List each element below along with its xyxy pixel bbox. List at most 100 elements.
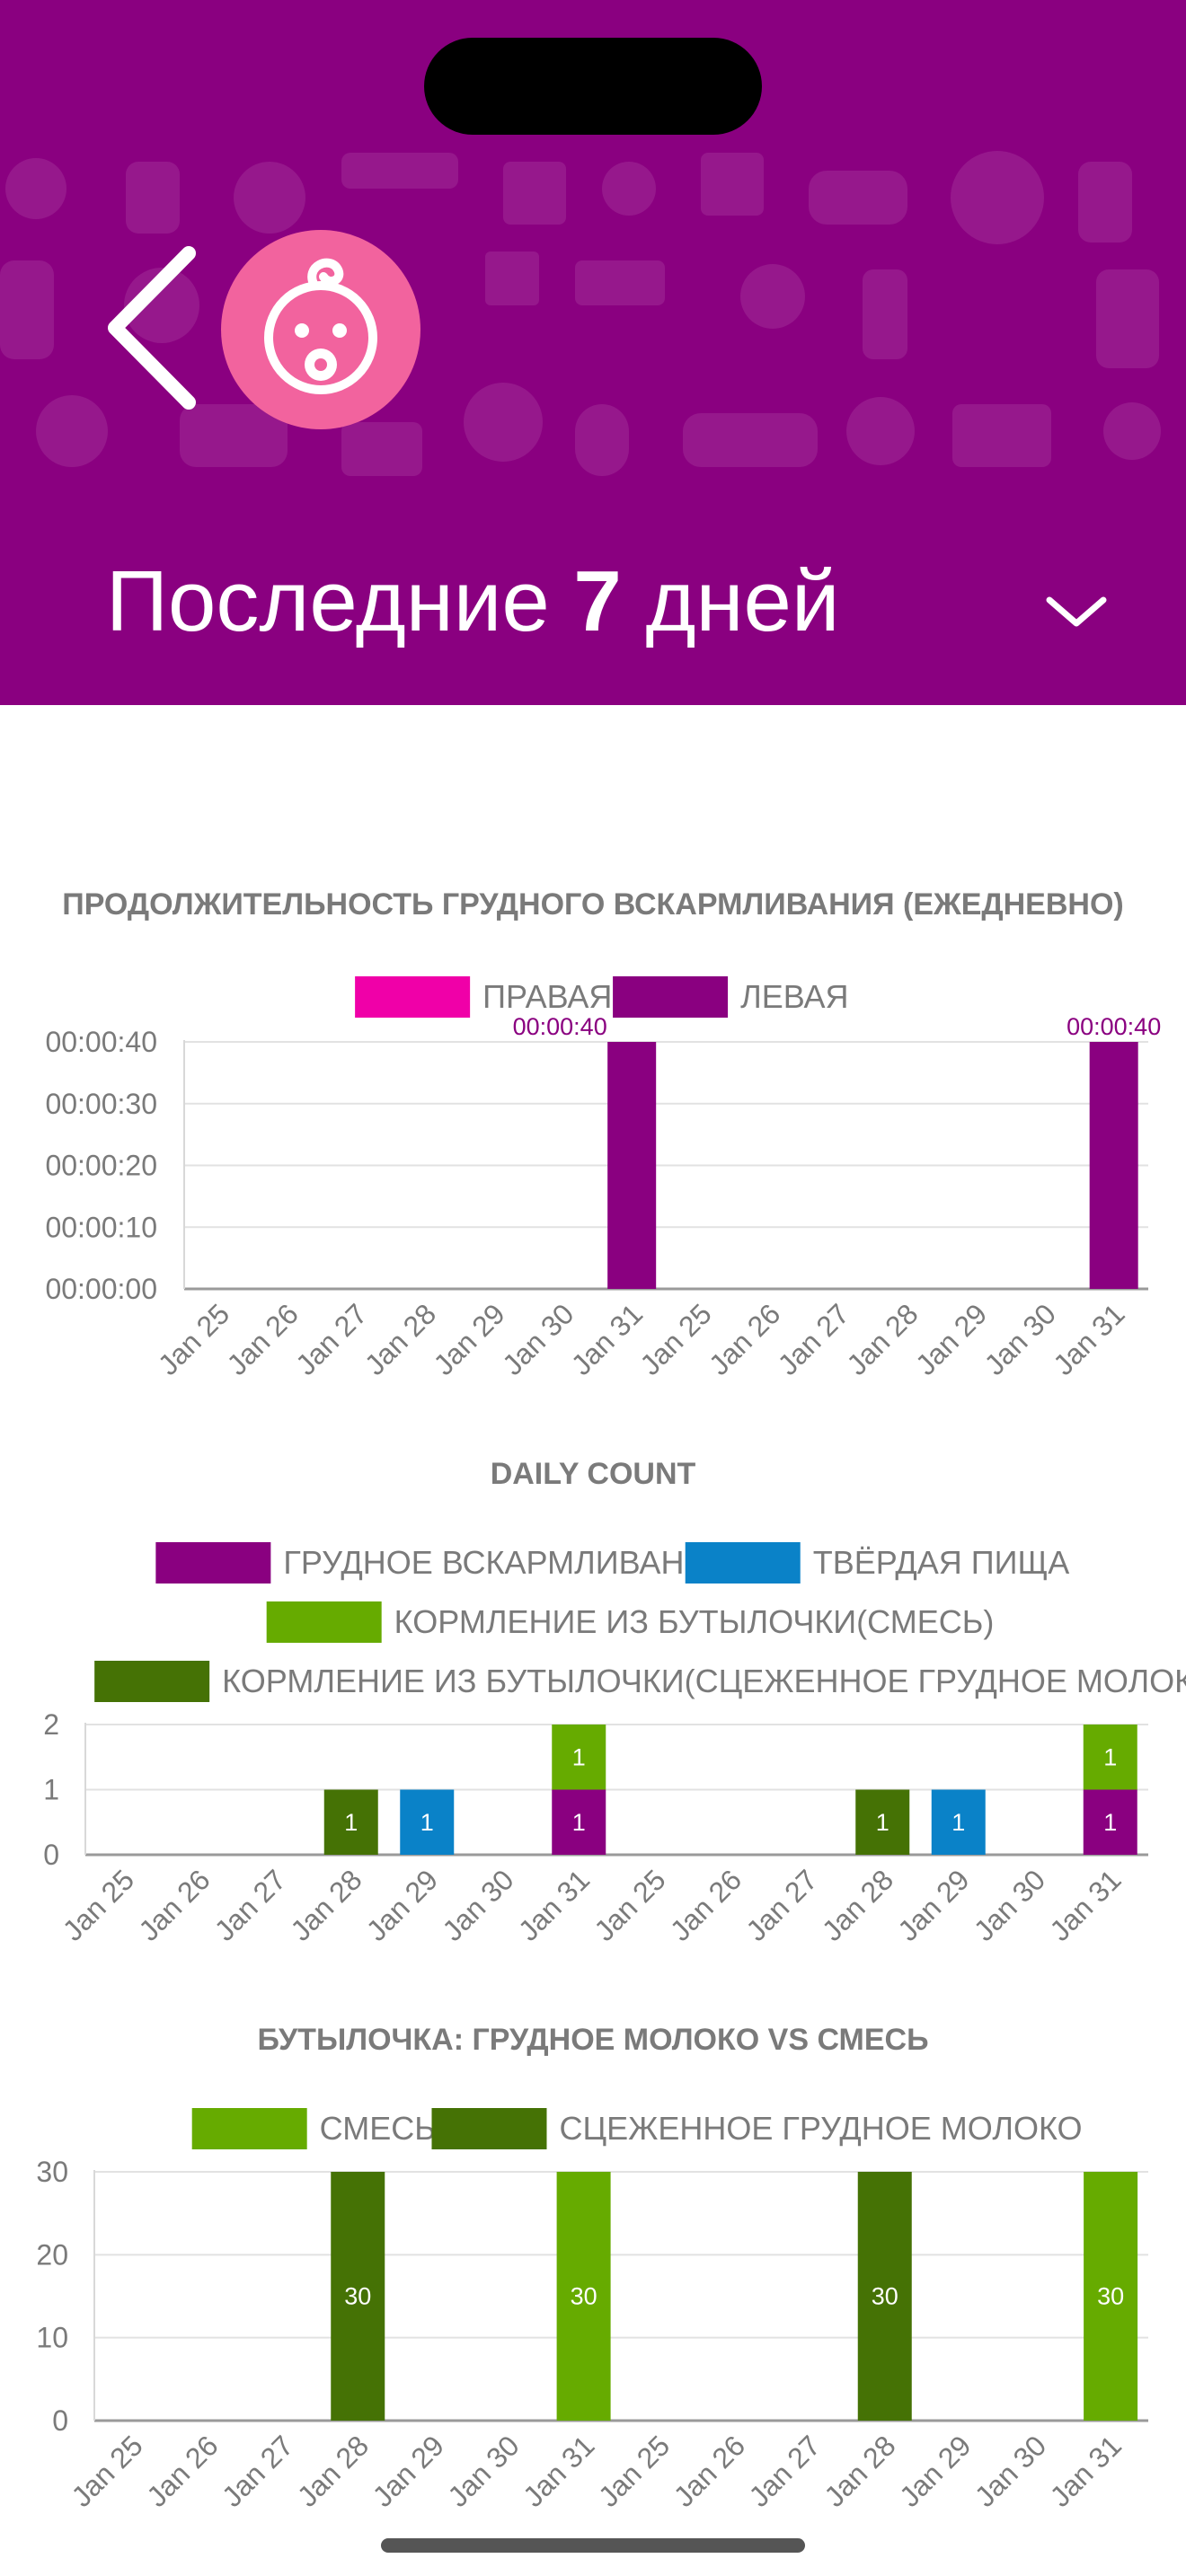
x-tick-label: Jan 29 xyxy=(360,1863,444,1946)
chart-legend: ПРАВАЯ ЛЕВАЯ xyxy=(355,976,849,1018)
x-tick-label: Jan 26 xyxy=(668,2429,751,2512)
bar-value-label: 1 xyxy=(572,1743,586,1770)
y-tick-label: 0 xyxy=(43,1839,59,1871)
y-tick-label: 20 xyxy=(36,2238,68,2271)
bar-value-label: 1 xyxy=(572,1809,586,1836)
x-tick-label: Jan 28 xyxy=(818,2429,901,2512)
y-tick-label: 30 xyxy=(36,2156,68,2188)
x-tick-label: Jan 30 xyxy=(496,1297,580,1381)
chart-bars: 1 1 1 1 1 1 1 1 xyxy=(323,1725,1137,1855)
x-tick-label: Jan 31 xyxy=(512,1863,596,1946)
chart-title-daily-count: DAILY COUNT xyxy=(490,1457,696,1491)
bar-value-label: 1 xyxy=(951,1809,965,1836)
legend-label-2: КОРМЛЕНИЕ ИЗ БУТЫЛОЧКИ(СМЕСЬ) xyxy=(394,1603,995,1640)
x-tick-label: Jan 30 xyxy=(968,1863,1051,1946)
legend-swatch-1 xyxy=(685,1542,801,1584)
y-tick-label: 1 xyxy=(43,1774,59,1806)
x-tick-label: Jan 25 xyxy=(633,1297,717,1381)
legend-swatch-1 xyxy=(431,2108,547,2149)
chevron-left-icon xyxy=(108,246,196,410)
chart-bars xyxy=(607,1042,1138,1289)
x-tick-label: Jan 29 xyxy=(909,1297,993,1381)
chart-grid: 0 10 20 30 xyxy=(36,2156,1148,2437)
back-button[interactable] xyxy=(99,243,207,413)
chart-title-bottle: БУТЫЛОЧКА: ГРУДНОЕ МОЛОКО VS СМЕСЬ xyxy=(257,2023,929,2057)
bar-value-label: 1 xyxy=(1103,1809,1117,1836)
x-tick-label: Jan 26 xyxy=(703,1297,786,1381)
x-tick-label: Jan 25 xyxy=(588,1863,671,1946)
x-tick-label: Jan 27 xyxy=(772,1297,855,1381)
x-tick-label: Jan 27 xyxy=(739,1863,823,1946)
baby-face-icon xyxy=(264,258,377,394)
x-tick-label: Jan 31 xyxy=(565,1297,649,1381)
x-tick-label: Jan 25 xyxy=(592,2429,676,2512)
x-tick-label: Jan 29 xyxy=(891,1863,975,1946)
bar-value-label: 1 xyxy=(876,1809,890,1836)
x-tick-label: Jan 30 xyxy=(441,2429,525,2512)
chart-legend: СМЕСЬ СЦЕЖЕННОЕ ГРУДНОЕ МОЛОКО xyxy=(191,2108,1083,2149)
chart-legend: ГРУДНОЕ ВСКАРМЛИВАНИЕ ТВЁРДАЯ ПИЩА КОРМЛЕН… xyxy=(94,1542,1186,1702)
daily-count-chart: ГРУДНОЕ ВСКАРМЛИВАНИЕ ТВЁРДАЯ ПИЩА КОРМЛЕН… xyxy=(43,1542,1186,1947)
baby-avatar[interactable] xyxy=(221,230,420,429)
x-tick-label: Jan 27 xyxy=(743,2429,827,2512)
x-tick-label: Jan 26 xyxy=(664,1863,748,1946)
bar-top-label-0: 00:00:40 xyxy=(513,1013,607,1040)
x-tick-label: Jan 26 xyxy=(132,1863,216,1946)
x-tick-label: Jan 25 xyxy=(57,1863,140,1946)
x-tick-label: Jan 30 xyxy=(436,1863,519,1946)
bar-value-label: 1 xyxy=(1103,1743,1117,1770)
y-tick-label: 00:00:20 xyxy=(45,1150,157,1182)
period-selector[interactable]: Последние 7 дней xyxy=(106,548,1112,656)
x-tick-label: Jan 29 xyxy=(893,2429,977,2512)
bar-value-label: 30 xyxy=(1097,2283,1124,2310)
breastfeeding-duration-chart: 00:00:00 00:00:10 00:00:20 00:00:30 00:00:40… xyxy=(45,976,1161,1381)
y-tick-label: 00:00:00 xyxy=(45,1273,157,1305)
bar-1-4 xyxy=(400,1789,455,1855)
legend-label-3: КОРМЛЕНИЕ ИЗ БУТЫЛОЧКИ(СЦЕЖЕННОЕ ГРУДНОЕ… xyxy=(222,1663,1186,1699)
x-tick-label: Jan 28 xyxy=(291,2429,375,2512)
x-tick-label: Jan 31 xyxy=(1044,2429,1128,2512)
legend-swatch-0 xyxy=(155,1542,271,1584)
bar-0-13 xyxy=(1084,2172,1138,2421)
x-tick-label: Jan 30 xyxy=(978,1297,1062,1381)
x-tick-label: Jan 28 xyxy=(840,1297,924,1381)
legend-swatch-2 xyxy=(266,1601,382,1643)
chart-grid: 00:00:00 00:00:10 00:00:20 00:00:30 00:00:40 xyxy=(45,1026,1148,1305)
legend-label-0: ПРАВАЯ xyxy=(482,978,612,1015)
period-prefix: Последние xyxy=(106,553,574,649)
bar-1-3 xyxy=(331,2172,385,2421)
bar-0-6 xyxy=(552,1789,606,1855)
y-tick-label: 2 xyxy=(43,1708,59,1741)
bar-value-label: 1 xyxy=(344,1809,358,1836)
bar-value-label: 1 xyxy=(420,1809,434,1836)
x-tick-label: Jan 29 xyxy=(427,1297,510,1381)
x-tick-label: Jan 27 xyxy=(289,1297,373,1381)
legend-swatch-0 xyxy=(191,2108,307,2149)
x-tick-label: Jan 30 xyxy=(969,2429,1052,2512)
legend-swatch-0 xyxy=(355,976,471,1018)
bar-value-label: 30 xyxy=(571,2283,597,2310)
legend-swatch-3 xyxy=(94,1661,210,1702)
bar-2-6 xyxy=(552,1725,606,1790)
home-indicator[interactable] xyxy=(381,2538,805,2553)
period-suffix: дней xyxy=(621,553,840,649)
x-tick-label: Jan 27 xyxy=(208,1863,292,1946)
x-tick-label: Jan 25 xyxy=(152,1297,235,1381)
bar-0-13 xyxy=(1083,1789,1137,1855)
chevron-down-icon[interactable] xyxy=(1040,584,1112,638)
bar-3-3 xyxy=(323,1789,378,1855)
x-tick-label: Jan 28 xyxy=(816,1863,899,1946)
bar-1-13 xyxy=(1089,1042,1138,1289)
legend-label-0: СМЕСЬ xyxy=(320,2110,436,2147)
y-tick-label: 00:00:30 xyxy=(45,1088,157,1120)
bar-value-label: 30 xyxy=(344,2283,371,2310)
chart-bars: 30 30 30 30 xyxy=(331,2172,1138,2421)
x-tick-label: Jan 31 xyxy=(1043,1863,1127,1946)
bar-1-6 xyxy=(607,1042,657,1289)
app-header: Последние 7 дней xyxy=(0,0,1186,705)
x-tick-label: Jan 25 xyxy=(65,2429,148,2512)
bar-top-label-1: 00:00:40 xyxy=(1067,1013,1161,1040)
